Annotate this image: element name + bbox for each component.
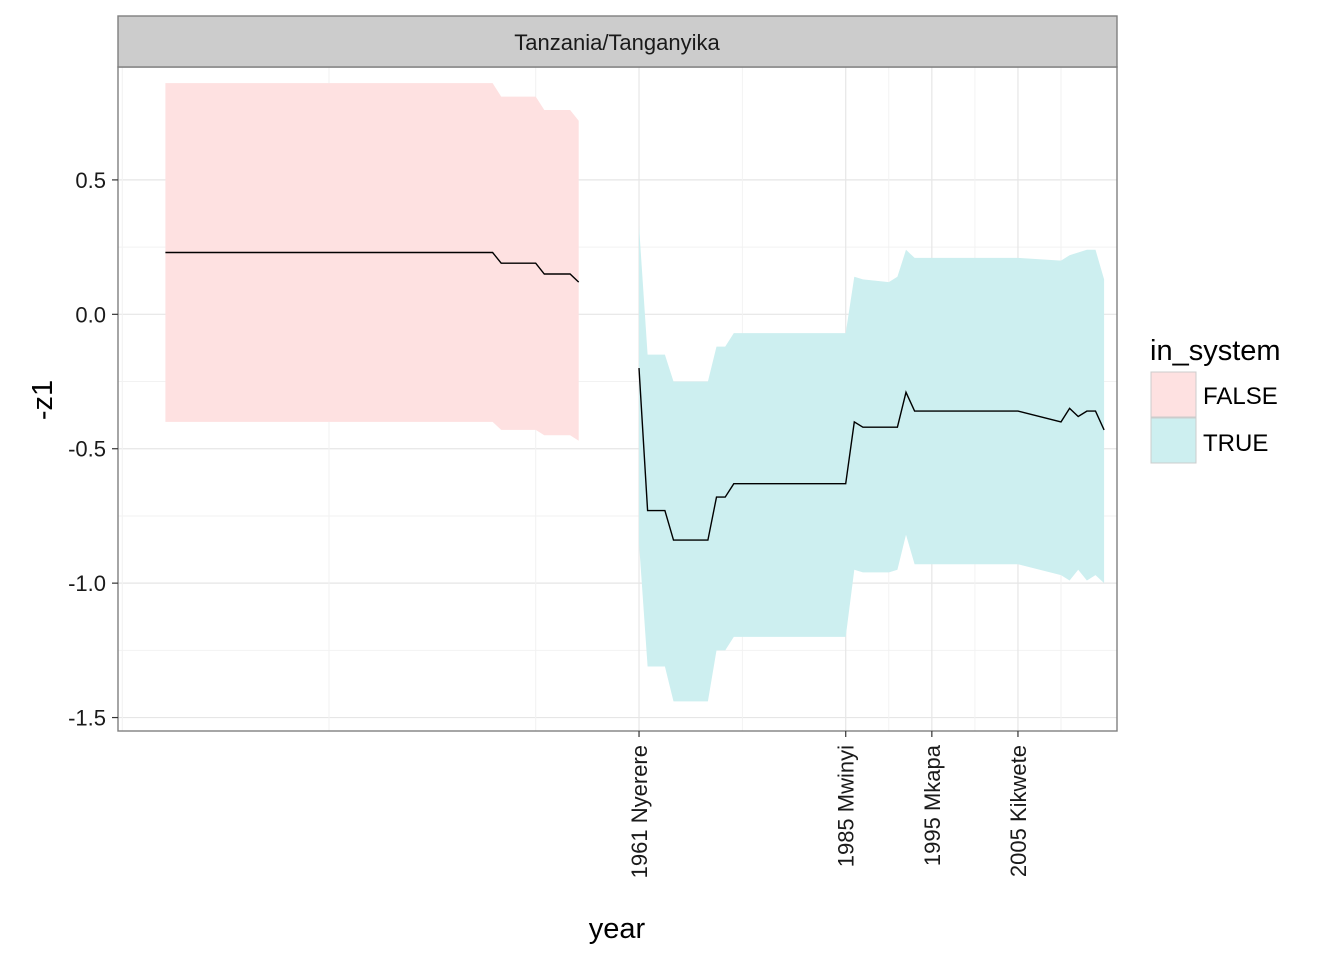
y-tick-label: 0.5: [75, 168, 106, 193]
y-tick-label: -0.5: [68, 437, 106, 462]
line-false: [165, 251, 580, 283]
line-true: [638, 368, 1105, 541]
facet-strip: [117, 15, 1118, 68]
series-layer: [165, 83, 1105, 702]
y-axis: 0.5 0.0 -0.5 -1.0 -1.5: [68, 168, 118, 731]
y-axis-title: -z1: [27, 380, 59, 420]
legend-label-false: FALSE: [1203, 383, 1278, 410]
facet-strip-label: Tanzania/Tanganyika: [514, 30, 720, 55]
legend-title: in_system: [1150, 335, 1281, 367]
legend: in_system FALSE TRUE: [1150, 335, 1281, 464]
y-tick-label: -1.0: [68, 571, 106, 596]
y-tick-label: 0.0: [75, 302, 106, 327]
x-axis-title: year: [589, 913, 646, 945]
x-tick-label: 2005 Kikwete: [1006, 745, 1031, 877]
x-tick-label: 1961 Nyerere: [627, 745, 652, 878]
x-axis: 1961 Nyerere 1985 Mwinyi 1995 Mkapa 2005 Ki…: [627, 731, 1031, 878]
ribbon-true: [639, 225, 1105, 702]
legend-label-true: TRUE: [1203, 430, 1268, 457]
x-tick-label: 1985 Mwinyi: [834, 745, 859, 867]
ribbon-false: [165, 83, 579, 441]
legend-key-false: [1150, 371, 1197, 418]
y-tick-label: -1.5: [68, 706, 106, 731]
x-tick-label: 1995 Mkapa: [920, 744, 945, 866]
legend-key-true: [1150, 417, 1197, 464]
